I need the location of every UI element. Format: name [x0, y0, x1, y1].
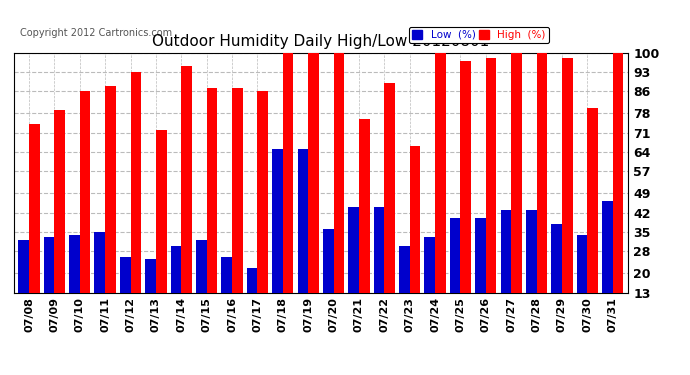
Bar: [55, 110, 65, 328]
Bar: [308, 53, 319, 328]
Bar: [526, 210, 537, 328]
Bar: [221, 256, 232, 328]
Bar: [410, 146, 420, 328]
Bar: [587, 108, 598, 328]
Bar: [359, 119, 370, 328]
Bar: [486, 58, 496, 328]
Bar: [537, 53, 547, 328]
Bar: [348, 207, 359, 328]
Bar: [156, 130, 166, 328]
Bar: [460, 61, 471, 328]
Bar: [602, 201, 613, 328]
Bar: [384, 83, 395, 328]
Bar: [297, 149, 308, 328]
Bar: [283, 53, 293, 328]
Bar: [399, 246, 410, 328]
Bar: [475, 218, 486, 328]
Bar: [500, 210, 511, 328]
Bar: [333, 53, 344, 328]
Bar: [120, 256, 130, 328]
Bar: [577, 235, 587, 328]
Bar: [170, 246, 181, 328]
Bar: [130, 72, 141, 328]
Text: Copyright 2012 Cartronics.com: Copyright 2012 Cartronics.com: [20, 28, 172, 38]
Bar: [80, 91, 90, 328]
Bar: [551, 224, 562, 328]
Bar: [146, 260, 156, 328]
Bar: [613, 53, 623, 328]
Legend: Low  (%), High  (%): Low (%), High (%): [409, 27, 549, 43]
Bar: [43, 237, 55, 328]
Bar: [323, 229, 333, 328]
Bar: [450, 218, 460, 328]
Bar: [424, 237, 435, 328]
Bar: [562, 58, 573, 328]
Bar: [511, 53, 522, 328]
Bar: [29, 124, 40, 328]
Bar: [247, 268, 257, 328]
Bar: [181, 66, 192, 328]
Bar: [272, 149, 283, 328]
Bar: [69, 235, 80, 328]
Title: Outdoor Humidity Daily High/Low 20120801: Outdoor Humidity Daily High/Low 20120801: [152, 33, 489, 48]
Bar: [19, 240, 29, 328]
Bar: [232, 88, 243, 328]
Bar: [207, 88, 217, 328]
Bar: [95, 232, 105, 328]
Bar: [435, 53, 446, 328]
Bar: [257, 91, 268, 328]
Bar: [373, 207, 384, 328]
Bar: [196, 240, 207, 328]
Bar: [105, 86, 116, 328]
